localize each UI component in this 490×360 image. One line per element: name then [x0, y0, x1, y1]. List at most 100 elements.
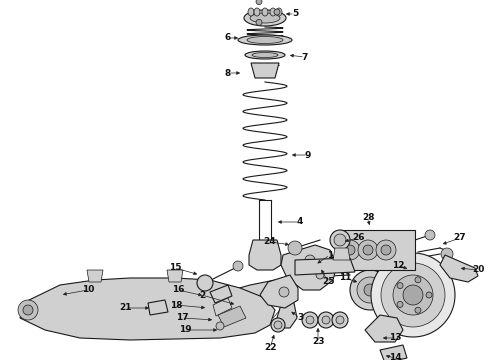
Text: 4: 4	[297, 217, 303, 226]
Text: 21: 21	[119, 303, 131, 312]
Circle shape	[271, 318, 285, 332]
Polygon shape	[281, 245, 337, 290]
Text: 11: 11	[339, 274, 351, 283]
Circle shape	[233, 261, 243, 271]
Circle shape	[350, 270, 390, 310]
Circle shape	[330, 230, 350, 250]
Circle shape	[318, 312, 334, 328]
Circle shape	[376, 240, 396, 260]
Text: 18: 18	[170, 301, 182, 310]
Circle shape	[274, 321, 282, 329]
Text: 17: 17	[176, 314, 188, 323]
Circle shape	[322, 316, 330, 324]
Circle shape	[18, 300, 38, 320]
Polygon shape	[251, 63, 279, 78]
Text: 22: 22	[264, 343, 276, 352]
Ellipse shape	[254, 8, 260, 16]
Text: 6: 6	[225, 33, 231, 42]
Circle shape	[197, 275, 213, 291]
Ellipse shape	[247, 36, 283, 44]
Circle shape	[23, 305, 33, 315]
Text: 27: 27	[454, 234, 466, 243]
Polygon shape	[333, 248, 350, 260]
Polygon shape	[148, 300, 168, 315]
Polygon shape	[295, 258, 355, 275]
Text: 20: 20	[472, 266, 484, 274]
Circle shape	[381, 245, 391, 255]
Polygon shape	[440, 255, 478, 282]
Circle shape	[316, 271, 324, 279]
Text: 26: 26	[352, 234, 364, 243]
Text: 28: 28	[362, 213, 374, 222]
Text: 23: 23	[312, 338, 324, 346]
Circle shape	[397, 301, 403, 307]
Circle shape	[340, 240, 360, 260]
Circle shape	[381, 263, 445, 327]
Ellipse shape	[276, 8, 282, 16]
Polygon shape	[380, 345, 407, 360]
Text: 24: 24	[264, 238, 276, 247]
Polygon shape	[218, 306, 246, 327]
Circle shape	[279, 287, 289, 297]
Circle shape	[177, 308, 193, 324]
Polygon shape	[87, 270, 103, 282]
Text: 5: 5	[292, 9, 298, 18]
Circle shape	[306, 316, 314, 324]
Circle shape	[364, 284, 376, 296]
Circle shape	[403, 285, 423, 305]
Ellipse shape	[244, 10, 286, 26]
Ellipse shape	[250, 13, 280, 23]
Text: 14: 14	[389, 354, 401, 360]
Text: 15: 15	[169, 264, 181, 273]
Circle shape	[302, 312, 318, 328]
Polygon shape	[365, 315, 403, 342]
Ellipse shape	[248, 8, 254, 16]
Circle shape	[181, 312, 189, 320]
Text: 7: 7	[302, 53, 308, 62]
Circle shape	[441, 248, 453, 260]
Circle shape	[332, 312, 348, 328]
Circle shape	[288, 241, 302, 255]
Polygon shape	[20, 278, 275, 340]
Circle shape	[357, 277, 383, 303]
Circle shape	[393, 275, 433, 315]
Circle shape	[363, 245, 373, 255]
Circle shape	[274, 9, 280, 15]
Polygon shape	[167, 270, 183, 282]
Text: 19: 19	[179, 325, 191, 334]
Text: 9: 9	[305, 150, 311, 159]
Polygon shape	[213, 298, 232, 316]
Ellipse shape	[262, 8, 268, 16]
Text: 2: 2	[199, 291, 205, 300]
Circle shape	[278, 283, 292, 297]
Text: 10: 10	[82, 285, 94, 294]
Circle shape	[415, 307, 421, 313]
Circle shape	[305, 255, 315, 265]
Circle shape	[345, 245, 355, 255]
Circle shape	[336, 316, 344, 324]
Circle shape	[426, 292, 432, 298]
Polygon shape	[340, 230, 415, 270]
Circle shape	[371, 253, 455, 337]
Circle shape	[256, 19, 262, 26]
Circle shape	[358, 240, 378, 260]
Text: 16: 16	[172, 285, 184, 294]
Circle shape	[415, 277, 421, 283]
Circle shape	[334, 234, 346, 246]
Circle shape	[425, 230, 435, 240]
Circle shape	[256, 0, 262, 5]
Ellipse shape	[238, 35, 292, 45]
Ellipse shape	[252, 53, 278, 58]
Text: 25: 25	[322, 278, 334, 287]
Polygon shape	[277, 298, 297, 328]
Text: 13: 13	[389, 333, 401, 342]
Ellipse shape	[245, 51, 285, 59]
Circle shape	[216, 322, 224, 330]
Text: 8: 8	[225, 68, 231, 77]
Circle shape	[397, 283, 403, 289]
Polygon shape	[249, 240, 281, 270]
Text: 1: 1	[327, 251, 333, 260]
Polygon shape	[210, 285, 232, 303]
Polygon shape	[260, 275, 298, 308]
Ellipse shape	[270, 8, 276, 16]
